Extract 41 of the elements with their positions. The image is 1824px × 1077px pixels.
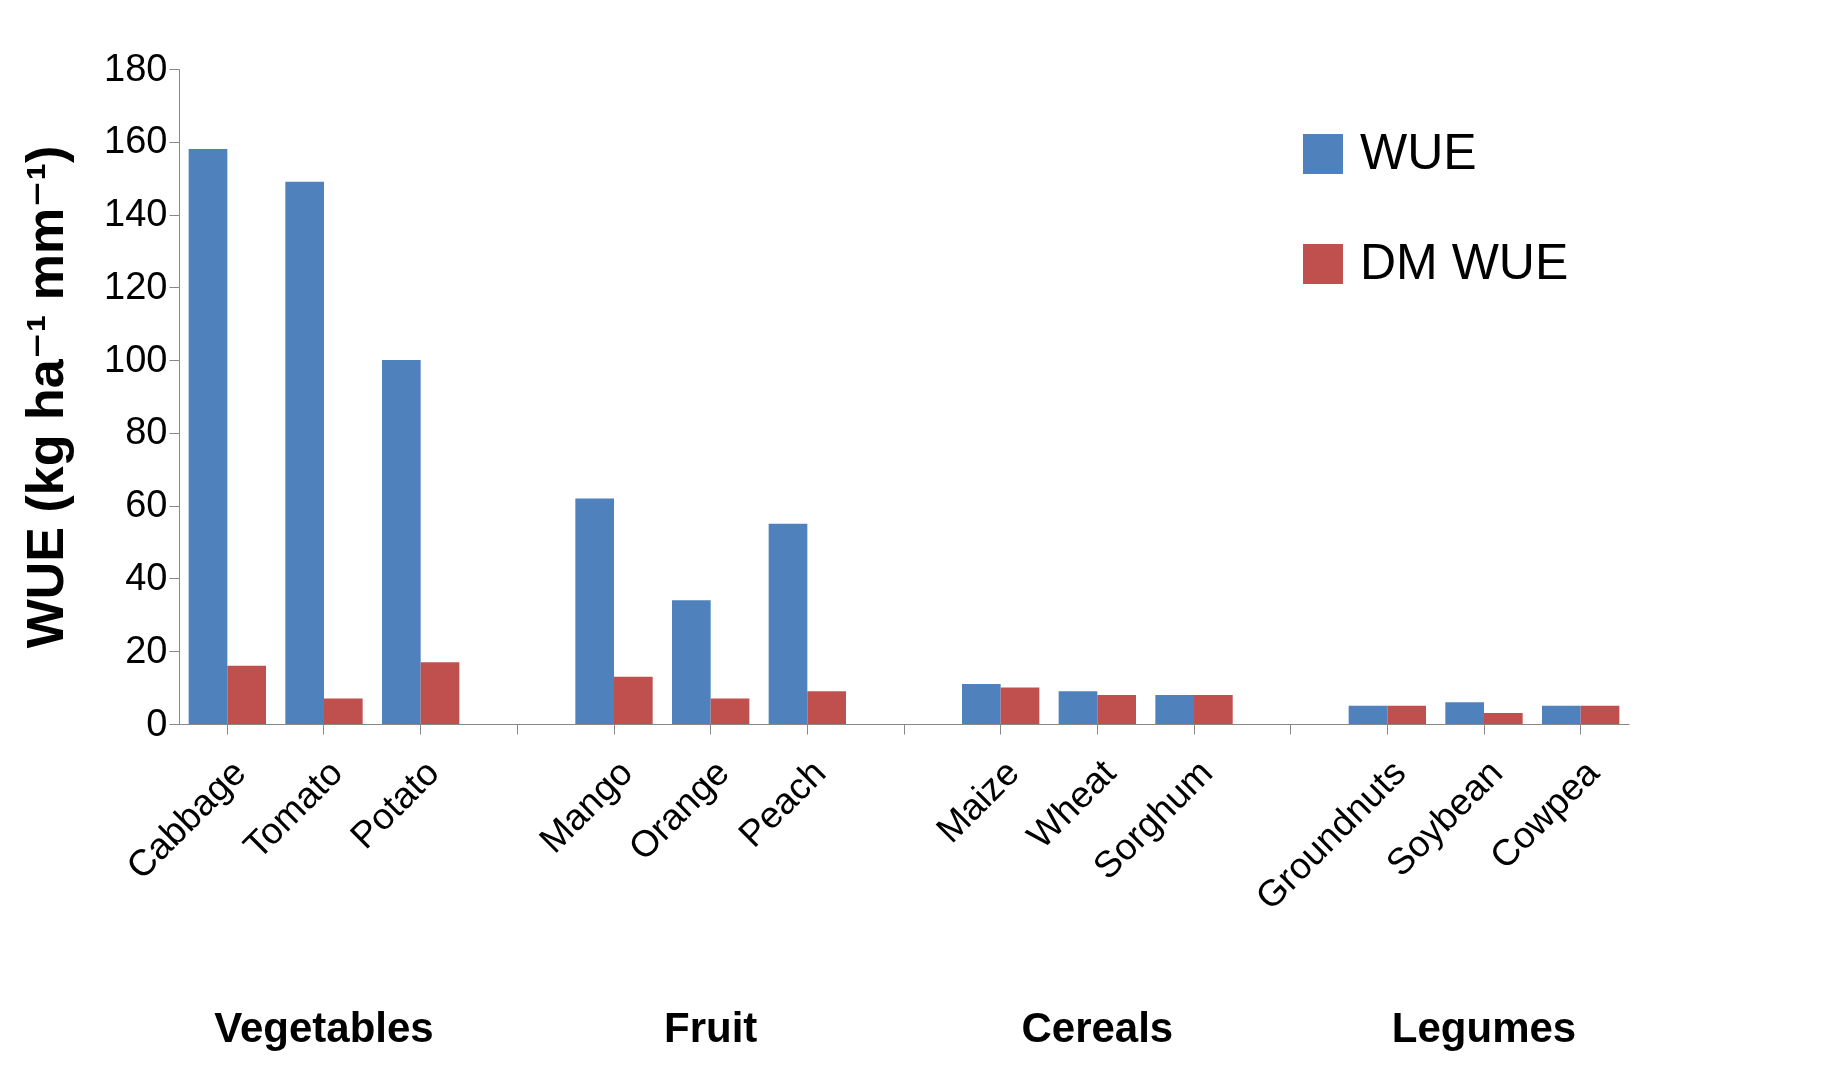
y-tick-label: 140 (104, 192, 168, 235)
y-tick-label: 180 (104, 46, 168, 89)
bar (1058, 691, 1098, 724)
text: Cereals (1021, 1004, 1174, 1051)
bar (1000, 687, 1040, 724)
bar (1542, 705, 1581, 724)
y-tick-label: 40 (125, 555, 168, 598)
bar (575, 498, 614, 724)
bar (1484, 713, 1523, 724)
bar (962, 683, 1001, 724)
text: Fruit (664, 1004, 758, 1051)
bar (1194, 694, 1233, 724)
bar (807, 691, 846, 724)
bar (324, 698, 363, 724)
y-tick-label: 60 (125, 483, 168, 526)
bar (672, 600, 711, 724)
bar (188, 149, 228, 724)
bar (1445, 702, 1484, 724)
bar (227, 665, 266, 724)
y-tick-label: 160 (104, 119, 168, 162)
bar (710, 698, 750, 724)
bar (1580, 705, 1620, 724)
y-tick-label: 100 (104, 337, 168, 380)
bar (1097, 694, 1136, 724)
bar (420, 662, 460, 724)
text: Legumes (1391, 1004, 1577, 1051)
bar (1155, 694, 1194, 724)
y-tick-label: 120 (104, 264, 168, 307)
bar (1348, 705, 1388, 724)
legend-label: WUE (1360, 124, 1477, 180)
y-tick-label: 0 (146, 701, 168, 744)
legend-label: DM WUE (1360, 234, 1569, 290)
bar (768, 523, 808, 724)
y-axis-title: WUE (kg ha⁻¹ mm⁻¹) (16, 145, 75, 649)
y-tick-label: 80 (125, 410, 168, 453)
bar (382, 360, 421, 724)
bar (1387, 705, 1426, 724)
y-tick-label: 20 (125, 628, 168, 671)
bar (285, 181, 324, 724)
text: Vegetables (214, 1004, 434, 1051)
bar (614, 676, 653, 724)
